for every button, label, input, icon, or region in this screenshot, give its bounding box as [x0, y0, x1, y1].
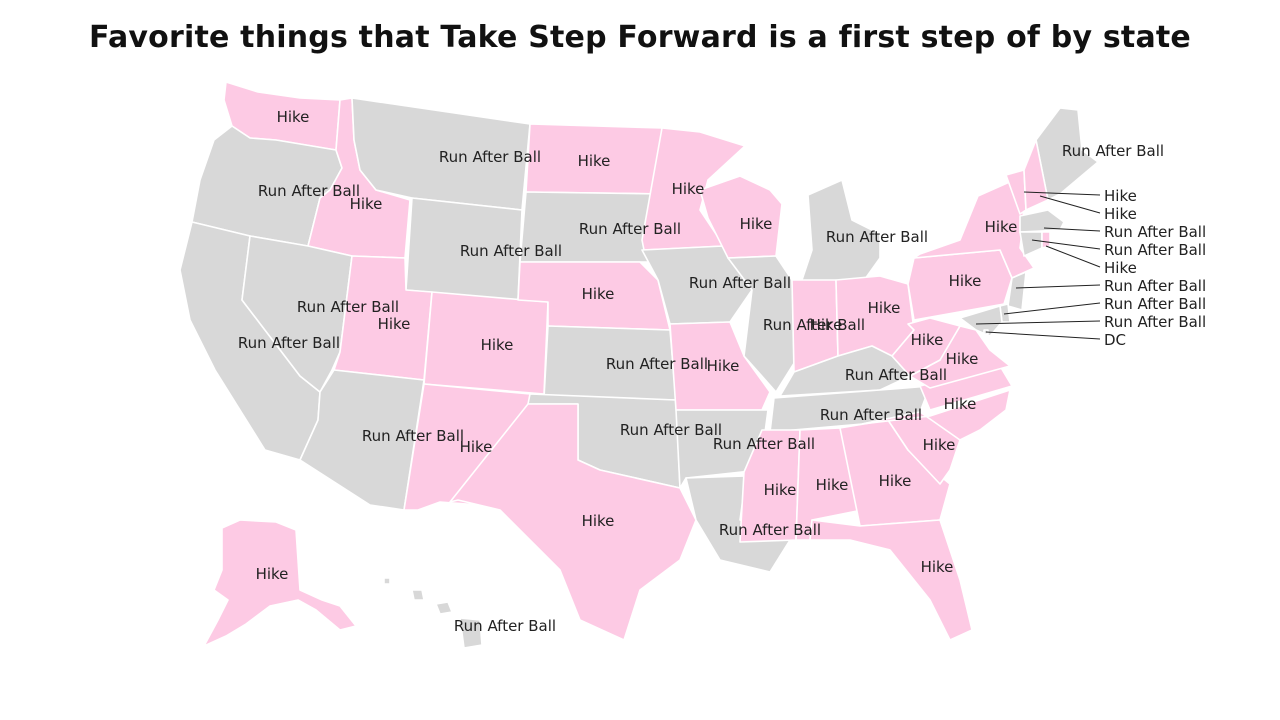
state-label-mi: Run After Ball — [826, 228, 928, 246]
state-label-ia: Run After Ball — [689, 274, 791, 292]
state-label-az: Run After Ball — [362, 427, 464, 445]
state-label-ca: Run After Ball — [238, 334, 340, 352]
state-label-ok: Run After Ball — [620, 421, 722, 439]
state-nv — [241, 235, 353, 393]
leader-line-ri — [1045, 245, 1101, 268]
state-label-ut: Hike — [378, 315, 411, 333]
state-label-nd: Hike — [578, 152, 611, 170]
state-hi — [383, 577, 483, 649]
state-label-mo: Hike — [707, 357, 740, 375]
state-ms — [739, 429, 801, 543]
state-label-sc: Hike — [923, 436, 956, 454]
state-label-ms: Hike — [764, 481, 797, 499]
state-label-dc: DC — [1104, 331, 1126, 349]
state-label-wi: Hike — [740, 215, 773, 233]
leader-line-nj — [1015, 284, 1101, 289]
state-fl — [809, 519, 973, 641]
state-wi — [699, 175, 783, 259]
state-label-in: Hike — [810, 316, 843, 334]
state-label-sd: Run After Ball — [579, 220, 681, 238]
state-label-ma: Run After Ball — [1104, 223, 1206, 241]
leader-line-de — [1003, 302, 1101, 315]
leader-line-ma — [1043, 227, 1101, 232]
state-label-mt: Run After Ball — [439, 148, 541, 166]
leader-line-ct — [1031, 239, 1101, 250]
state-label-fl: Hike — [921, 558, 954, 576]
state-label-md: Run After Ball — [1104, 313, 1206, 331]
state-ma — [1019, 209, 1065, 233]
state-label-ct: Run After Ball — [1104, 241, 1206, 259]
state-ny — [913, 179, 1035, 279]
state-label-mn: Hike — [672, 180, 705, 198]
state-label-nv: Run After Ball — [297, 298, 399, 316]
state-label-vt: Hike — [1104, 187, 1137, 205]
state-label-nm: Hike — [460, 438, 493, 456]
state-ri — [1041, 231, 1051, 249]
state-label-id: Hike — [350, 195, 383, 213]
state-label-me: Run After Ball — [1062, 142, 1164, 160]
leader-line-nh — [1039, 195, 1101, 214]
state-label-ky: Run After Ball — [845, 366, 947, 384]
state-label-nc: Hike — [944, 395, 977, 413]
state-label-ne: Hike — [582, 285, 615, 303]
state-label-ga: Hike — [879, 472, 912, 490]
state-label-wy: Run After Ball — [460, 242, 562, 260]
state-wv — [891, 317, 961, 377]
state-label-co: Hike — [481, 336, 514, 354]
state-label-wv: Hike — [911, 331, 944, 349]
state-ak — [203, 519, 357, 647]
state-label-ak: Hike — [256, 565, 289, 583]
state-tx — [449, 403, 697, 641]
state-label-tn: Run After Ball — [820, 406, 922, 424]
state-label-ri: Hike — [1104, 259, 1137, 277]
state-label-hi: Run After Ball — [454, 617, 556, 635]
state-ct — [1019, 231, 1043, 257]
state-label-oh: Hike — [868, 299, 901, 317]
state-label-la: Run After Ball — [719, 521, 821, 539]
state-label-ks: Run After Ball — [606, 355, 708, 373]
leader-line-vt — [1023, 191, 1101, 196]
state-mn — [641, 127, 746, 251]
state-label-nj: Run After Ball — [1104, 277, 1206, 295]
state-label-ar: Run After Ball — [713, 435, 815, 453]
state-label-pa: Hike — [949, 272, 982, 290]
state-label-il: Run After Ball — [763, 316, 865, 334]
leader-line-md — [975, 320, 1101, 325]
state-nj — [1007, 271, 1027, 311]
state-label-nh: Hike — [1104, 205, 1137, 223]
state-label-va: Hike — [946, 350, 979, 368]
state-label-al: Hike — [816, 476, 849, 494]
state-label-or: Run After Ball — [258, 182, 360, 200]
state-label-wa: Hike — [277, 108, 310, 126]
map-title: Favorite things that Take Step Forward i… — [89, 20, 1191, 55]
state-il — [727, 255, 797, 393]
state-mi — [799, 179, 881, 287]
state-label-de: Run After Ball — [1104, 295, 1206, 313]
leader-line-dc — [985, 331, 1101, 340]
state-md — [959, 305, 1003, 337]
state-label-ny: Hike — [985, 218, 1018, 236]
state-label-tx: Hike — [582, 512, 615, 530]
